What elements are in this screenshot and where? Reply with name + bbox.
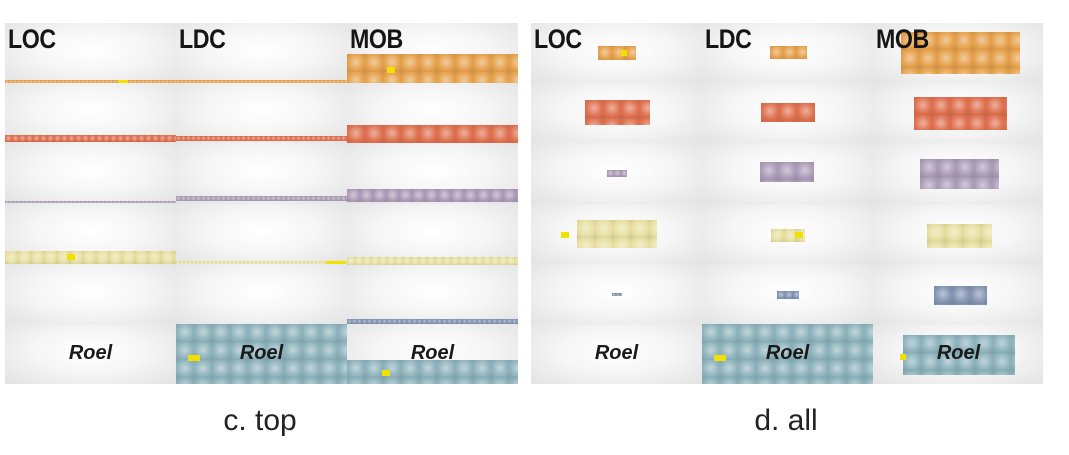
highlight-marker xyxy=(188,355,200,362)
column-header-loc: LOC xyxy=(8,24,56,54)
panel-top: LOC LDC MOB Roel Roel Roel xyxy=(5,23,518,384)
treemap-block xyxy=(585,100,650,126)
row-label-roel: Roel xyxy=(68,342,113,364)
cell-row2-loc xyxy=(531,83,702,145)
treemap-block xyxy=(577,219,657,248)
column-header-mob: MOB xyxy=(350,24,403,54)
treemap-block xyxy=(347,318,518,324)
treemap-block xyxy=(5,135,176,143)
cell-row4-ldc xyxy=(176,203,347,265)
highlight-marker xyxy=(795,231,803,238)
cell-row5-mob xyxy=(873,263,1043,325)
column-header-loc: LOC xyxy=(534,24,582,54)
column-header-mob: MOB xyxy=(876,24,929,54)
treemap-block xyxy=(903,335,1015,375)
treemap-block xyxy=(5,80,176,83)
highlight-marker xyxy=(118,80,128,83)
cell-row5-mob xyxy=(347,263,518,325)
cell-row5-ldc xyxy=(176,263,347,325)
treemap-block xyxy=(347,125,518,144)
treemap-block xyxy=(5,250,176,264)
highlight-marker xyxy=(326,260,346,264)
cell-row1-ldc: LDC xyxy=(702,23,873,84)
highlight-marker xyxy=(621,49,627,56)
cell-row4-ldc xyxy=(702,203,873,265)
cell-row1-mob: MOB xyxy=(347,23,518,84)
cell-row4-loc xyxy=(531,203,702,265)
treemap-block xyxy=(607,170,627,178)
highlight-marker xyxy=(382,370,390,377)
cell-row2-loc xyxy=(5,83,176,145)
highlight-marker xyxy=(67,253,75,260)
treemap-block xyxy=(347,189,518,203)
cell-row2-ldc xyxy=(176,83,347,145)
treemap-block xyxy=(927,223,992,248)
row-label-roel: Roel xyxy=(936,342,981,364)
treemap-block xyxy=(176,324,347,384)
treemap-block xyxy=(176,80,347,83)
treemap-block xyxy=(901,32,1020,74)
treemap-block xyxy=(176,136,347,142)
cell-row2-ldc xyxy=(702,83,873,145)
row-label-roel: Roel xyxy=(410,342,455,364)
cell-row3-ldc xyxy=(176,143,347,205)
treemap-block xyxy=(176,260,347,264)
cell-row3-mob xyxy=(873,143,1043,205)
cell-row5-loc xyxy=(531,263,702,325)
row-label-roel: Roel xyxy=(594,342,639,364)
treemap-block xyxy=(777,290,799,299)
treemap-block xyxy=(760,162,814,183)
highlight-marker xyxy=(561,231,569,238)
cell-row3-loc xyxy=(5,143,176,205)
cell-row2-mob xyxy=(873,83,1043,145)
cell-row4-mob xyxy=(873,203,1043,265)
cell-row6-loc: Roel xyxy=(531,324,702,384)
cell-row1-loc: LOC xyxy=(531,23,702,84)
cell-row6-ldc: Roel xyxy=(702,324,873,384)
cell-row4-loc xyxy=(5,203,176,265)
treemap-block xyxy=(598,46,636,60)
cell-row1-ldc: LDC xyxy=(176,23,347,84)
treemap-block xyxy=(347,256,518,265)
treemap-block xyxy=(914,97,1007,131)
treemap-block xyxy=(347,54,518,83)
treemap-block xyxy=(934,285,987,305)
cell-row3-ldc xyxy=(702,143,873,205)
treemap-block xyxy=(5,201,176,204)
cell-row6-mob: Roel xyxy=(347,324,518,384)
cell-row1-loc: LOC xyxy=(5,23,176,84)
cell-row4-mob xyxy=(347,203,518,265)
cell-row5-loc xyxy=(5,263,176,325)
treemap-block xyxy=(770,46,807,59)
treemap-block xyxy=(612,292,622,296)
treemap-block xyxy=(702,324,873,384)
treemap-block xyxy=(761,103,815,123)
cell-row6-loc: Roel xyxy=(5,324,176,384)
highlight-marker xyxy=(900,354,906,361)
treemap-block xyxy=(920,159,999,190)
cell-row6-mob: Roel xyxy=(873,324,1043,384)
highlight-marker xyxy=(714,355,726,362)
cell-row6-ldc: Roel xyxy=(176,324,347,384)
row-label-roel: Roel xyxy=(239,342,284,364)
treemap-block xyxy=(347,360,518,384)
cell-row5-ldc xyxy=(702,263,873,325)
row-label-roel: Roel xyxy=(765,342,810,364)
cell-row2-mob xyxy=(347,83,518,145)
highlight-marker xyxy=(387,66,395,73)
column-header-ldc: LDC xyxy=(705,24,752,54)
cell-row1-mob: MOB xyxy=(873,23,1043,84)
cell-row3-loc xyxy=(531,143,702,205)
panel-all: LOC LDC MOB Roel Roel Roel xyxy=(531,23,1043,384)
cell-row3-mob xyxy=(347,143,518,205)
column-header-ldc: LDC xyxy=(179,24,226,54)
caption-top: c. top xyxy=(223,404,297,437)
treemap-block xyxy=(176,196,347,202)
caption-all: d. all xyxy=(754,404,818,437)
